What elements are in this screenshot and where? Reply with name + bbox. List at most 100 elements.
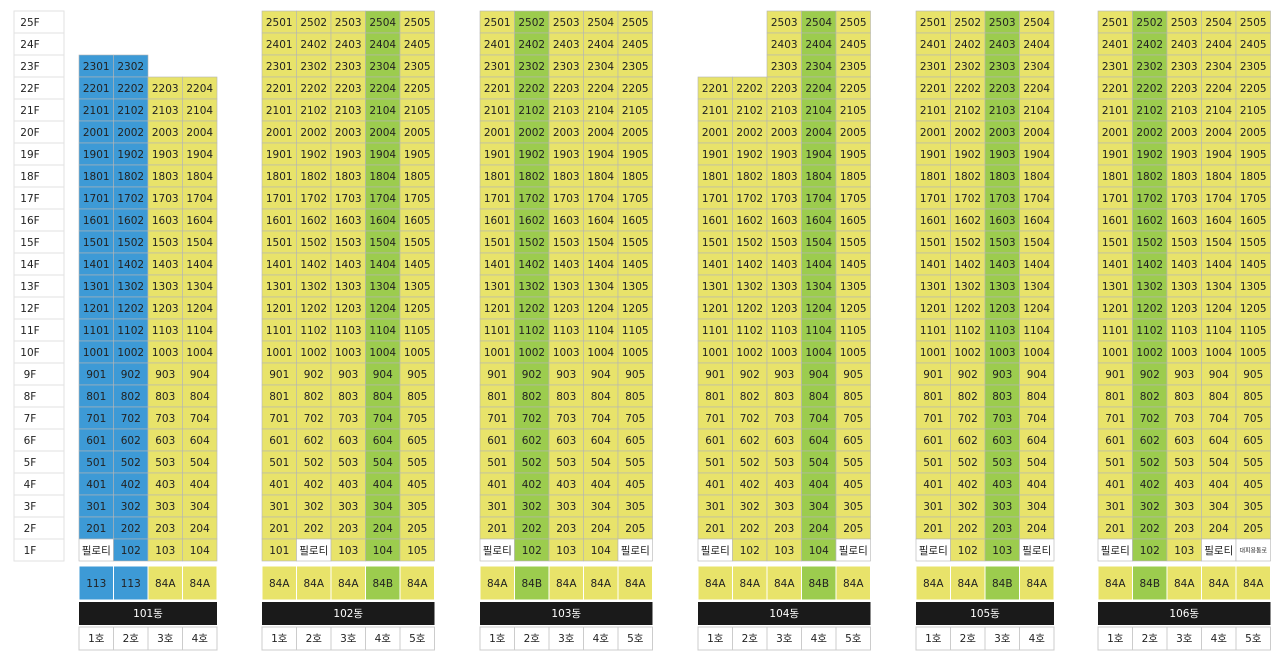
unit-label: 1802 [300,171,327,183]
unit-label: 2502 [954,17,981,29]
unit-label: 1104 [805,325,832,337]
unit-label: 1001 [484,347,511,359]
unit-label: 2504 [1023,17,1050,29]
unit-label: 2104 [369,105,396,117]
unit-label: 1605 [404,215,431,227]
unit-label: 1602 [736,215,763,227]
unit-label: 1401 [83,259,110,271]
unit-label: 805 [625,391,645,403]
unit-label: 705 [407,413,427,425]
unit-label: 403 [774,479,794,491]
unit-label: 1004 [1205,347,1232,359]
unit-label: 1102 [736,325,763,337]
unit-label: 703 [774,413,794,425]
unit-label: 1303 [1171,281,1198,293]
unit-label: 필로티 [483,545,512,557]
building-name: 101동 [133,608,163,620]
unit-label: 904 [1027,369,1047,381]
type-cell [399,565,435,601]
unit-label: 1204 [805,303,832,315]
unit-label: 204 [190,523,210,535]
unit-label: 401 [86,479,106,491]
unit-label: 802 [522,391,542,403]
unit-label: 1103 [989,325,1016,337]
unit-label: 1605 [622,215,649,227]
unit-label: 1701 [1102,193,1129,205]
unit-label: 603 [774,435,794,447]
unit-label: 502 [522,457,542,469]
unit-label: 904 [809,369,829,381]
unit-label: 1502 [518,237,545,249]
unit-label: 1001 [266,347,293,359]
unit-label: 103 [338,545,358,557]
unit-label: 602 [522,435,542,447]
unit-label: 704 [809,413,829,425]
unit-label: 501 [705,457,725,469]
type-label: 84A [1105,578,1126,590]
unit-label: 201 [86,523,106,535]
unit-label: 1704 [369,193,396,205]
building-name: 103동 [551,608,581,620]
unit-label: 902 [522,369,542,381]
type-cell [182,565,218,601]
unit-label: 2503 [335,17,362,29]
unit-label: 2505 [622,17,649,29]
unit-label: 304 [591,501,611,513]
type-label: 84A [625,578,646,590]
unit-label: 903 [338,369,358,381]
unit-label: 2005 [1240,127,1267,139]
unit-label: 2205 [1240,83,1267,95]
building-name: 102동 [333,608,363,620]
line-label: 3호 [1176,633,1193,645]
unit-label: 2101 [702,105,729,117]
unit-label: 1502 [954,237,981,249]
unit-label: 1204 [369,303,396,315]
unit-label: 1004 [587,347,614,359]
unit-label: 1302 [300,281,327,293]
unit-label: 104 [190,545,210,557]
type-label: 84A [189,578,210,590]
unit-label: 1205 [622,303,649,315]
unit-label: 703 [338,413,358,425]
unit-label: 304 [1027,501,1047,513]
unit-label: 1705 [404,193,431,205]
unit-label: 1205 [1240,303,1267,315]
unit-label: 205 [843,523,863,535]
unit-label: 1201 [266,303,293,315]
unit-label: 105 [407,545,427,557]
unit-label: 205 [1243,523,1263,535]
unit-label: 1003 [152,347,179,359]
unit-label: 602 [121,435,141,447]
unit-label: 1301 [484,281,511,293]
unit-label: 1901 [920,149,947,161]
unit-label: 1202 [518,303,545,315]
line-label: 4호 [375,633,392,645]
unit-label: 1404 [587,259,614,271]
building-bar [1098,602,1271,625]
unit-label: 2001 [83,127,110,139]
unit-label: 1104 [369,325,396,337]
unit-label: 1504 [1205,237,1232,249]
unit-label: 305 [625,501,645,513]
unit-label: 1202 [1136,303,1163,315]
unit-label: 501 [923,457,943,469]
unit-label: 1704 [186,193,213,205]
unit-label: 1804 [186,171,213,183]
unit-label: 1905 [1240,149,1267,161]
unit-label: 605 [1243,435,1263,447]
unit-label: 2503 [989,17,1016,29]
unit-label: 205 [625,523,645,535]
unit-label: 2201 [484,83,511,95]
unit-label: 1704 [805,193,832,205]
unit-label: 1002 [518,347,545,359]
unit-label: 704 [591,413,611,425]
type-label: 84B [992,578,1013,590]
unit-cell [399,538,435,562]
type-label: 84B [372,578,393,590]
unit-label: 902 [958,369,978,381]
unit-label: 203 [1174,523,1194,535]
unit-label: 2302 [954,61,981,73]
unit-cell [835,538,871,562]
unit-label: 2103 [335,105,362,117]
type-label: 84A [1026,578,1047,590]
